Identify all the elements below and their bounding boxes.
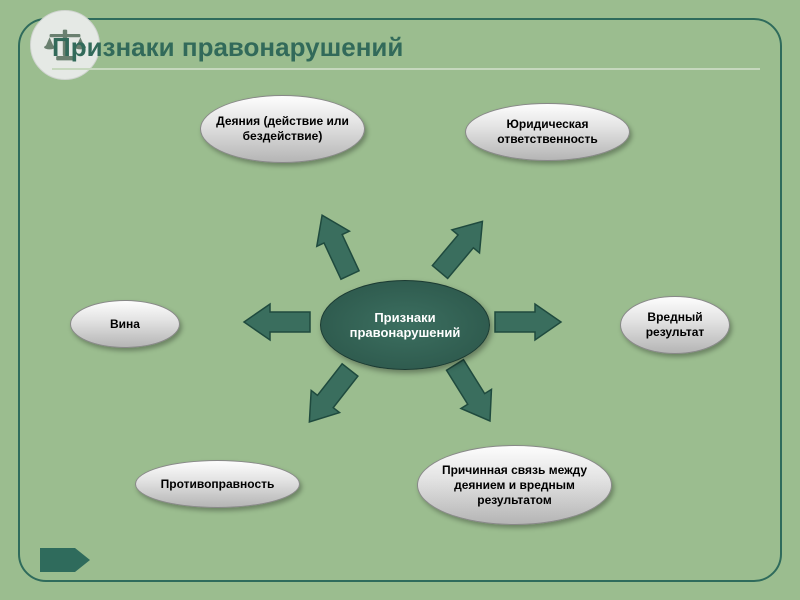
slide-title: Признаки правонарушений (52, 32, 403, 63)
title-underline (52, 68, 760, 70)
outer-node-vred: Вредный результат (620, 296, 730, 354)
outer-node-prichina: Причинная связь между деянием и вредным … (417, 445, 612, 525)
center-label: Признаки правонарушений (321, 310, 489, 340)
node-label: Вредный результат (631, 310, 719, 340)
node-label: Вина (110, 317, 140, 332)
node-label: Противоправность (161, 477, 275, 492)
outer-node-vina: Вина (70, 300, 180, 348)
node-label: Деяния (действие или бездействие) (211, 114, 354, 144)
node-label: Юридическая ответственность (476, 117, 619, 147)
node-label: Причинная связь между деянием и вредным … (428, 463, 601, 508)
center-node: Признаки правонарушений (320, 280, 490, 370)
outer-node-protivo: Противоправность (135, 460, 300, 508)
outer-node-deyaniya: Деяния (действие или бездействие) (200, 95, 365, 163)
outer-node-yur: Юридическая ответственность (465, 103, 630, 161)
